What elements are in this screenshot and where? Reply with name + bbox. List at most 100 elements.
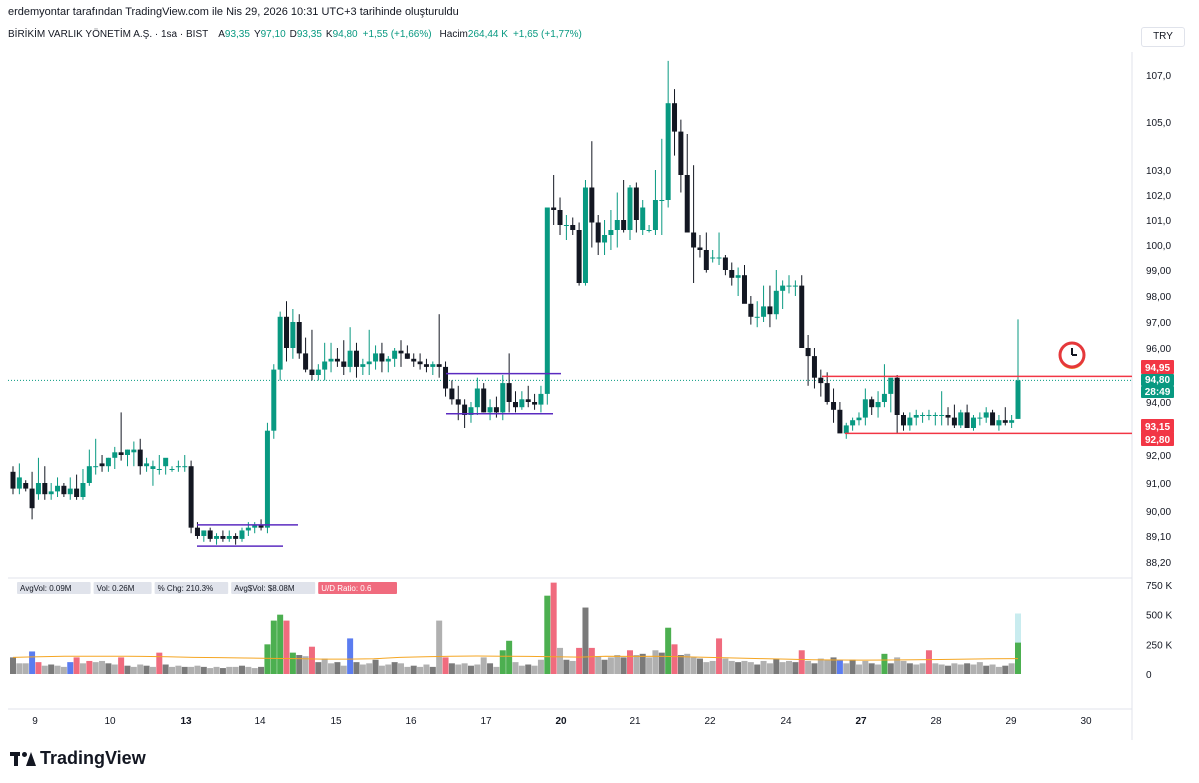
x-tick-label: 27 — [855, 716, 867, 727]
indicator-badge-label: % Chg: 210.3% — [158, 584, 214, 593]
candle-body — [754, 316, 760, 318]
y-tick-label: 101,0 — [1146, 216, 1171, 227]
volume-bar — [436, 620, 443, 674]
price-tag-label: 92,80 — [1145, 435, 1170, 446]
x-tick-label: 13 — [180, 716, 192, 727]
y-tick-label: 91,00 — [1146, 479, 1171, 490]
candle-body — [360, 364, 366, 367]
volume-bar — [245, 666, 252, 674]
candle-body — [201, 530, 207, 536]
candle-body — [901, 415, 907, 426]
candle-body — [398, 350, 404, 354]
volume-change-value: +1,65 (+1,77%) — [512, 29, 582, 40]
volume-bar — [35, 662, 42, 674]
y-tick-label: 97,00 — [1146, 318, 1171, 329]
candle-body — [449, 388, 455, 400]
candle-body — [729, 270, 735, 278]
volume-bar — [385, 664, 392, 674]
candle-body — [741, 275, 747, 304]
volume-bar — [207, 668, 214, 674]
volume-bar — [983, 665, 990, 674]
candle-body — [61, 485, 67, 495]
volume-bar — [919, 663, 926, 674]
candle-body — [131, 449, 137, 453]
candle-body — [245, 527, 251, 531]
price-tag — [1141, 374, 1174, 386]
volume-bar — [900, 660, 907, 674]
candle-body — [627, 187, 633, 230]
volume-bar — [461, 663, 468, 674]
volume-bar — [703, 662, 710, 674]
volume-bar — [989, 664, 996, 674]
y-tick-label: 94,00 — [1146, 398, 1171, 409]
tradingview-logo-icon — [10, 751, 36, 766]
candle-body — [264, 430, 270, 528]
volume-tick-label: 750 K — [1146, 581, 1172, 592]
indicator-badge — [154, 582, 229, 594]
candle-body — [538, 393, 544, 405]
volume-bar — [595, 656, 602, 674]
high-value: 97,10 — [260, 29, 286, 40]
volume-label: Hacim — [439, 29, 468, 40]
candle-body — [118, 452, 124, 455]
volume-bar — [945, 665, 952, 674]
chart-attribution: erdemyontar tarafından TradingView.com i… — [8, 6, 459, 18]
volume-bar — [652, 650, 659, 674]
candle-body — [239, 530, 245, 539]
candle-body — [423, 364, 429, 367]
candle-body — [48, 491, 54, 495]
candle-body — [818, 377, 824, 384]
candle-body — [1015, 380, 1021, 419]
y-tick-label: 105,0 — [1146, 118, 1171, 129]
price-tag-label: 93,15 — [1145, 422, 1170, 433]
indicator-badge-label: Vol: 0.26M — [97, 584, 135, 593]
indicator-badge — [93, 582, 152, 594]
candle-body — [353, 350, 359, 367]
candle-body — [748, 303, 754, 317]
candle-body — [907, 417, 913, 426]
volume-bar — [467, 665, 474, 674]
volume-bar — [760, 660, 767, 674]
candle-body — [710, 257, 716, 259]
candle-body — [322, 361, 328, 370]
volume-bar — [766, 663, 773, 674]
volume-bar — [474, 664, 481, 674]
volume-average-line — [12, 655, 1019, 661]
volume-bar — [448, 663, 455, 674]
volume-bar — [957, 664, 964, 674]
volume-bar — [353, 662, 360, 674]
candle-body — [296, 322, 302, 354]
volume-bar — [54, 665, 61, 674]
candle-body — [951, 417, 957, 426]
candle-body — [525, 399, 531, 402]
indicator-badge-label: U/D Ratio: 0.6 — [321, 584, 372, 593]
candle-body — [271, 369, 277, 431]
candle-body — [150, 466, 156, 469]
candle-body — [443, 366, 449, 389]
tradingview-logo[interactable]: TradingView — [10, 748, 146, 769]
candle-body — [430, 364, 436, 367]
candle-body — [411, 358, 417, 362]
candle-body — [799, 285, 805, 348]
x-tick-label: 20 — [555, 716, 567, 727]
candle-body — [570, 225, 576, 230]
candle-body — [843, 425, 849, 434]
volume-bar — [531, 665, 538, 674]
volume-bar — [264, 644, 271, 674]
candle-body — [964, 412, 970, 428]
volume-bar — [417, 666, 424, 674]
indicator-badge-label: AvgVol: 0.09M — [20, 584, 72, 593]
candle-body — [163, 457, 169, 467]
candle-body — [589, 187, 595, 223]
volume-bar — [105, 663, 112, 674]
currency-button[interactable]: TRY — [1141, 27, 1185, 47]
volume-bar — [455, 664, 462, 674]
high-label: Y — [253, 29, 261, 40]
volume-bar — [684, 653, 691, 674]
symbol-name[interactable]: BİRİKİM VARLIK YÖNETİM A.Ş. · 1sa · BIST — [8, 29, 209, 40]
candle-body — [811, 356, 817, 378]
x-tick-label: 10 — [104, 716, 116, 727]
candle-body — [277, 316, 283, 370]
candle-body — [99, 463, 105, 467]
